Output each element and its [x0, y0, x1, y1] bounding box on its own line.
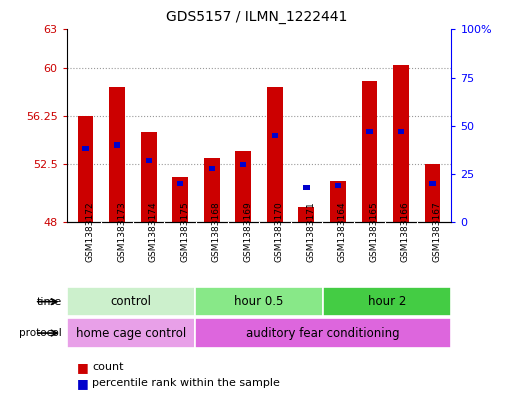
Bar — [272, 133, 278, 138]
Bar — [172, 177, 188, 222]
Bar — [209, 165, 215, 171]
Text: GSM1383170: GSM1383170 — [275, 201, 284, 262]
Bar — [195, 287, 323, 316]
Text: GDS5157 / ILMN_1222441: GDS5157 / ILMN_1222441 — [166, 10, 347, 24]
Text: GSM1383165: GSM1383165 — [369, 201, 379, 262]
Text: GSM1383164: GSM1383164 — [338, 202, 347, 262]
Text: GSM1383172: GSM1383172 — [86, 202, 94, 262]
Bar — [78, 116, 93, 222]
Bar — [362, 81, 378, 222]
Bar — [303, 185, 309, 190]
Bar — [83, 146, 89, 151]
Bar — [398, 129, 404, 134]
Bar — [67, 318, 195, 348]
Text: GSM1383173: GSM1383173 — [117, 201, 126, 262]
Text: time: time — [36, 297, 62, 307]
Bar — [429, 181, 436, 186]
Bar — [114, 142, 121, 148]
Text: GSM1383167: GSM1383167 — [432, 201, 442, 262]
Text: GSM1383171: GSM1383171 — [306, 201, 315, 262]
Text: GSM1383169: GSM1383169 — [243, 201, 252, 262]
Text: hour 0.5: hour 0.5 — [234, 295, 284, 308]
Text: auditory fear conditioning: auditory fear conditioning — [246, 327, 400, 340]
Bar — [109, 87, 125, 222]
Text: GSM1383166: GSM1383166 — [401, 201, 410, 262]
Bar — [335, 183, 341, 188]
Text: control: control — [110, 295, 151, 308]
Bar — [267, 87, 283, 222]
Text: protocol: protocol — [19, 328, 62, 338]
Bar — [67, 287, 195, 316]
Text: ■: ■ — [77, 376, 89, 390]
Bar — [195, 318, 451, 348]
Bar — [177, 181, 183, 186]
Text: GSM1383168: GSM1383168 — [212, 201, 221, 262]
Text: hour 2: hour 2 — [368, 295, 406, 308]
Text: GSM1383174: GSM1383174 — [149, 202, 157, 262]
Text: home cage control: home cage control — [76, 327, 186, 340]
Bar — [240, 162, 246, 167]
Bar — [146, 158, 152, 163]
Bar — [235, 151, 251, 222]
Text: GSM1383175: GSM1383175 — [180, 201, 189, 262]
Bar — [393, 65, 409, 222]
Text: ■: ■ — [77, 361, 89, 374]
Bar — [299, 207, 314, 222]
Bar — [204, 158, 220, 222]
Bar — [323, 287, 451, 316]
Bar — [366, 129, 372, 134]
Bar — [330, 181, 346, 222]
Text: count: count — [92, 362, 124, 373]
Bar — [141, 132, 156, 222]
Bar — [425, 164, 440, 222]
Text: percentile rank within the sample: percentile rank within the sample — [92, 378, 280, 388]
